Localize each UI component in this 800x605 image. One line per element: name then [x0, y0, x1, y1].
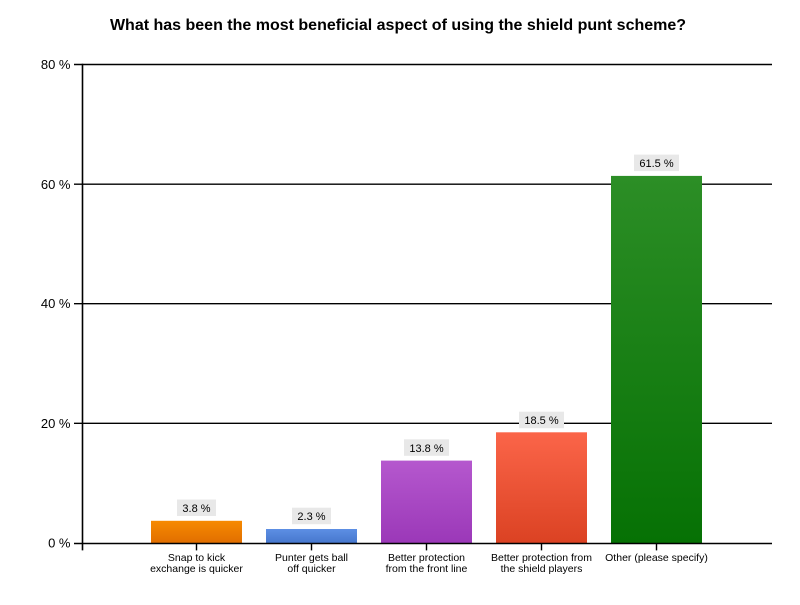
svg-text:60 %: 60 %	[41, 177, 71, 192]
svg-text:2.3 %: 2.3 %	[297, 511, 325, 523]
svg-text:Better protection from: Better protection from	[491, 552, 592, 564]
svg-text:61.5 %: 61.5 %	[639, 158, 673, 170]
svg-text:18.5 %: 18.5 %	[524, 415, 558, 427]
svg-text:40 %: 40 %	[41, 296, 71, 311]
svg-text:80 %: 80 %	[41, 57, 71, 72]
svg-text:from the front line: from the front line	[386, 563, 468, 575]
svg-text:Other (please specify): Other (please specify)	[605, 552, 708, 564]
svg-text:Snap to kick: Snap to kick	[168, 552, 226, 564]
svg-text:off quicker: off quicker	[287, 563, 336, 575]
svg-text:What has been the most benefic: What has been the most beneficial aspect…	[110, 17, 686, 34]
svg-text:0 %: 0 %	[48, 536, 71, 551]
svg-text:13.8 %: 13.8 %	[409, 443, 443, 455]
svg-text:exchange is quicker: exchange is quicker	[150, 563, 243, 575]
svg-text:Punter gets ball: Punter gets ball	[275, 552, 348, 564]
svg-text:the shield players: the shield players	[501, 563, 583, 575]
svg-text:3.8 %: 3.8 %	[182, 503, 210, 515]
svg-text:20 %: 20 %	[41, 416, 71, 431]
svg-text:Better protection: Better protection	[388, 552, 465, 564]
